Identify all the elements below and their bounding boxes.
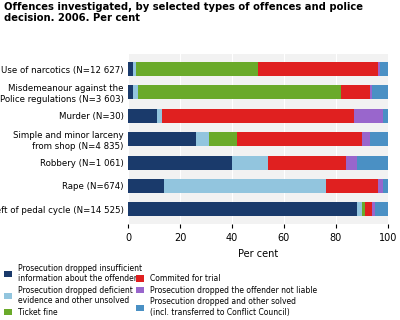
Bar	[365, 202, 372, 216]
Bar	[128, 179, 164, 193]
Bar	[128, 156, 232, 170]
Bar	[362, 132, 370, 146]
Bar	[128, 109, 157, 123]
Bar	[138, 85, 341, 100]
Bar	[128, 202, 357, 216]
Legend: Commited for trial, Prosecution dropped the offender not liable, Prosecution dro: Commited for trial, Prosecution dropped …	[136, 274, 317, 317]
Bar	[372, 202, 375, 216]
Bar	[128, 62, 133, 76]
Bar	[128, 132, 196, 146]
Bar	[354, 109, 383, 123]
Bar	[346, 156, 357, 170]
Bar	[380, 62, 388, 76]
Bar	[383, 109, 388, 123]
Bar	[357, 156, 388, 170]
Legend: Prosecution dropped insufficient
information about the offender, Prosecution dro: Prosecution dropped insufficient informa…	[4, 264, 142, 317]
Bar	[378, 62, 380, 76]
Bar	[209, 132, 237, 146]
Bar	[133, 85, 138, 100]
Bar	[232, 156, 268, 170]
Bar	[164, 179, 326, 193]
Text: Offences investigated, by selected types of offences and police
decision. 2006. : Offences investigated, by selected types…	[4, 2, 363, 23]
Bar	[196, 132, 209, 146]
Bar	[268, 156, 346, 170]
Bar	[128, 85, 133, 100]
X-axis label: Per cent: Per cent	[238, 249, 278, 259]
Bar	[237, 132, 362, 146]
Bar	[326, 179, 378, 193]
Bar	[357, 202, 362, 216]
Bar	[258, 62, 378, 76]
Bar	[372, 85, 388, 100]
Bar	[383, 179, 388, 193]
Bar	[133, 62, 136, 76]
Bar	[162, 109, 354, 123]
Bar	[378, 179, 383, 193]
Bar	[157, 109, 162, 123]
Bar	[370, 85, 372, 100]
Bar	[341, 85, 370, 100]
Bar	[375, 202, 388, 216]
Bar	[136, 62, 258, 76]
Bar	[370, 132, 388, 146]
Bar	[362, 202, 365, 216]
